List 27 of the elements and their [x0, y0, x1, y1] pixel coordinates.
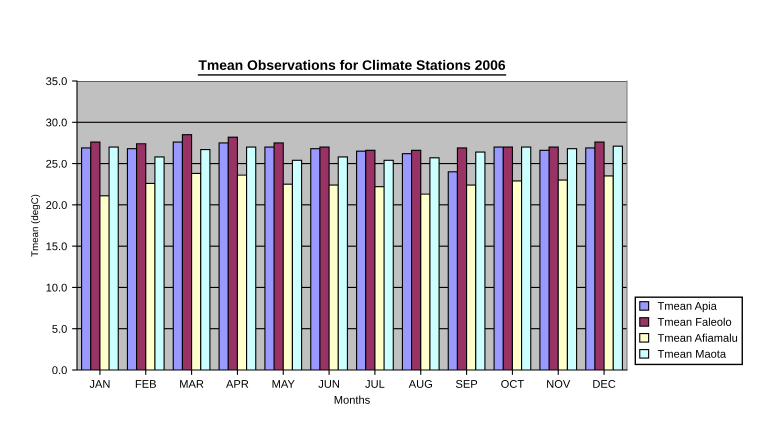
- y-tick-label: 25.0: [46, 160, 67, 168]
- legend-label: Tmean Apia: [658, 302, 717, 312]
- y-tick-label: 20.0: [46, 201, 67, 209]
- x-tick-label: FEB: [136, 380, 156, 388]
- x-axis-title: Months: [334, 396, 370, 404]
- x-tick-label: JUN: [318, 380, 339, 388]
- x-tick-label: SEP: [456, 380, 478, 388]
- legend-label: Tmean Faleolo: [658, 318, 732, 326]
- x-tick-label: MAR: [180, 380, 204, 388]
- y-tick-label: 35.0: [46, 77, 67, 86]
- y-tick-label: 30.0: [46, 118, 67, 126]
- legend-label: Tmean Afiamalu: [658, 334, 738, 342]
- y-tick-label: 10.0: [46, 284, 67, 292]
- x-tick-label: DEC: [593, 380, 616, 388]
- x-tick-label: AUG: [408, 380, 432, 388]
- legend-label: Tmean Maota: [658, 350, 726, 358]
- x-tick-label: MAY: [272, 380, 295, 388]
- y-tick-label: 15.0: [46, 242, 67, 250]
- x-tick-label: JUL: [365, 380, 384, 388]
- chart-title: Tmean Observations for Climate Stations 2006: [198, 60, 506, 70]
- x-tick-label: APR: [226, 380, 248, 388]
- x-tick-label: NOV: [547, 380, 570, 388]
- x-tick-label: JAN: [90, 380, 110, 388]
- y-tick-label: 0.0: [52, 366, 67, 374]
- y-axis-title: Tmean (degC): [31, 194, 40, 257]
- y-tick-label: 5.0: [52, 324, 67, 333]
- x-tick-label: OCT: [501, 380, 524, 388]
